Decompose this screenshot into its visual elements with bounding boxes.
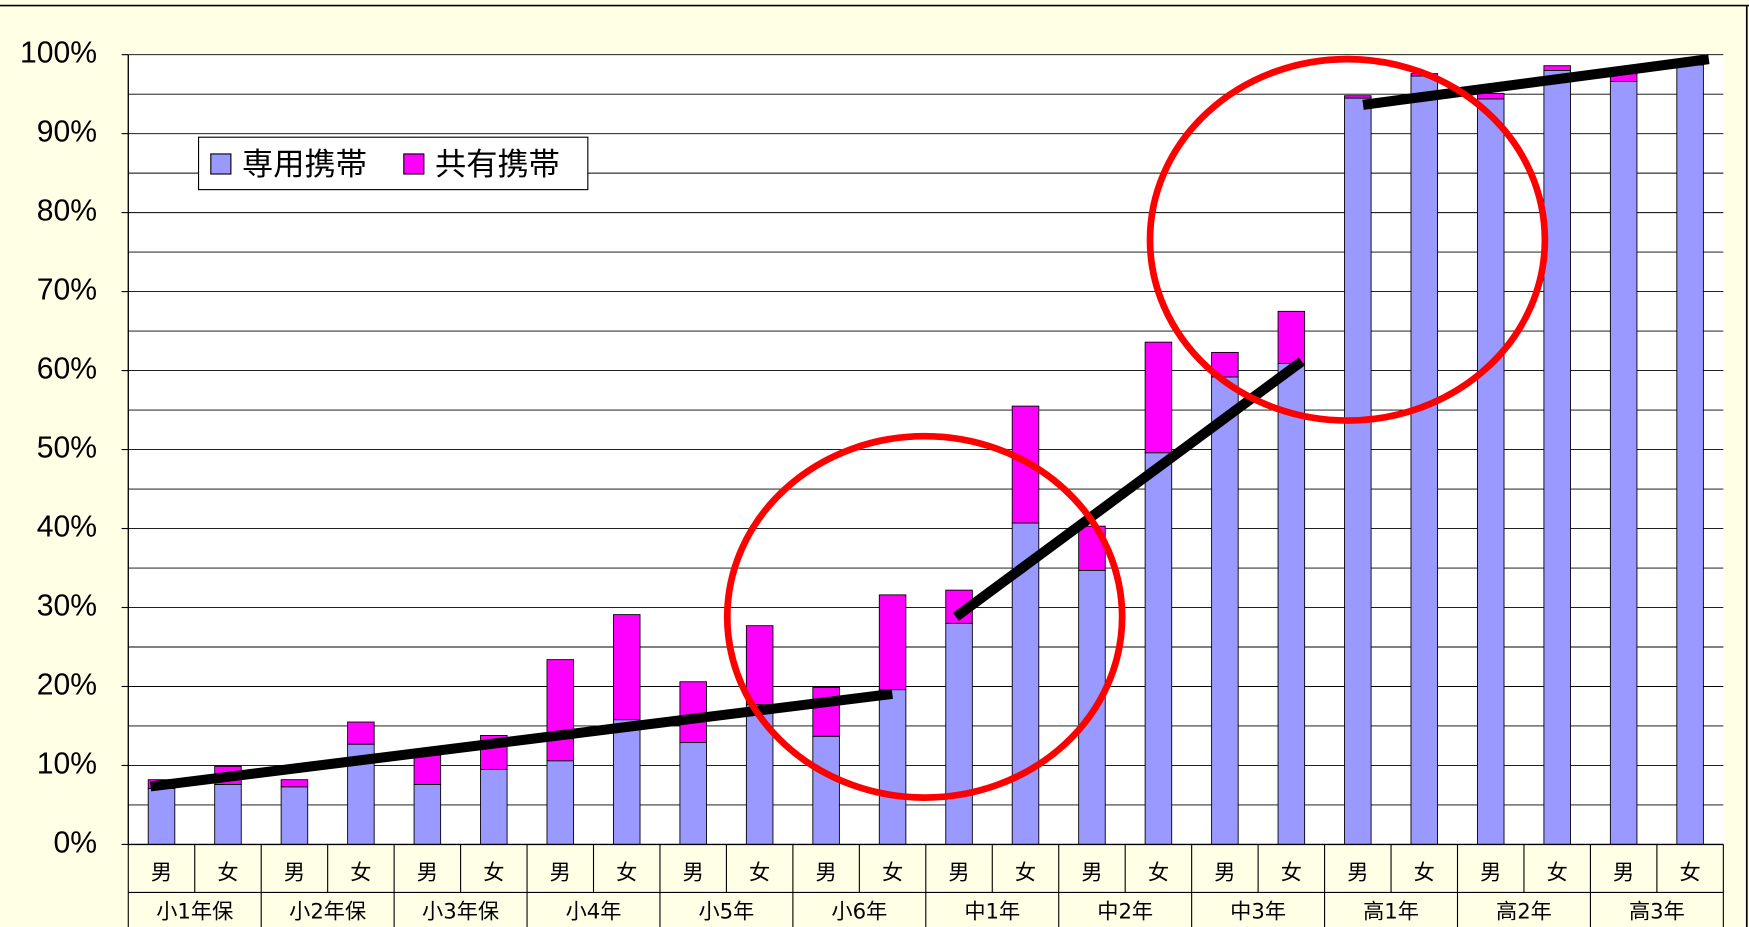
bar-segment [413,783,442,845]
x-tick-label: 女 [882,859,903,884]
bar-segment [546,760,575,845]
trend-line [952,357,1305,621]
x-tick-label: 男 [417,859,438,884]
y-tick-label: 80% [37,195,97,228]
legend-swatch [403,153,425,175]
x-group-label: 小2年保 [289,898,366,923]
y-tick-label: 30% [37,589,97,622]
x-group-label: 中3年 [1230,898,1286,923]
bar-segment [1277,363,1306,845]
x-tick-label: 女 [616,859,637,884]
bar-segment [878,689,907,845]
x-tick-label: 男 [1480,859,1501,884]
bar-segment [945,622,973,845]
x-tick-label: 女 [217,859,238,884]
bar-segment [1144,341,1173,454]
x-group-label: 小6年 [831,898,887,923]
x-tick-label: 男 [1613,859,1634,884]
y-tick-label: 90% [37,116,97,149]
bar-segment [812,686,840,737]
y-tick-label: 40% [37,510,97,543]
bar-segment [413,754,442,785]
bar-segment [546,659,575,762]
bar-segment [1277,310,1306,364]
bar-segment [679,742,707,845]
bar-segment [1344,95,1372,99]
bar-segment [1211,376,1239,845]
highlight-circle [1146,55,1549,424]
bar-segment [1476,98,1505,845]
x-tick-label: 女 [1414,859,1435,884]
annotations [149,54,1710,801]
y-tick-label: 10% [37,747,97,780]
bar-segment [745,625,774,706]
y-tick-label: 60% [37,353,97,386]
x-tick-label: 女 [350,859,371,884]
bar-segment [347,721,375,745]
legend: 専用携帯 共有携帯 [197,136,589,191]
bar-segment [679,681,707,744]
bar-segment [214,783,242,845]
bar-segment [1344,97,1372,845]
x-tick-label: 男 [1081,859,1102,884]
bar-segment [1609,81,1638,845]
y-tick-label: 70% [37,274,97,307]
x-tick-label: 女 [483,859,504,884]
x-tick-label: 男 [151,859,172,884]
x-tick-label: 女 [749,859,770,884]
y-tick-label: 20% [37,668,97,701]
x-tick-label: 男 [683,859,704,884]
legend-swatch [210,153,232,175]
x-group-label: 中1年 [964,898,1020,923]
bar-segment [1676,64,1704,845]
x-tick-label: 男 [1347,859,1368,884]
x-tick-label: 男 [284,859,305,884]
x-tick-label: 女 [1680,859,1701,884]
bar-segment [1211,351,1239,378]
x-tick-label: 女 [1547,859,1568,884]
bar-segment [147,787,176,845]
y-tick-label: 100% [20,37,97,70]
bar-segment [878,594,907,691]
x-tick-label: 男 [550,859,571,884]
trend-line [1362,54,1710,110]
legend-box [197,136,589,191]
bar-segment [1144,452,1173,845]
trend-line [149,688,893,792]
x-group-label: 小5年 [698,898,754,923]
x-tick-label: 男 [1214,859,1235,884]
x-group-label: 小3年保 [422,898,499,923]
bar-segment [280,786,309,845]
x-group-label: 高1年 [1363,898,1419,923]
y-tick-label: 0% [54,826,98,859]
x-group-label: 高2年 [1496,898,1552,923]
x-group-label: 小1年保 [156,898,233,923]
bar-segment [280,779,309,788]
x-tick-label: 女 [1015,859,1036,884]
x-tick-label: 女 [1281,859,1302,884]
bar-segment [480,768,508,845]
bar-segment [612,614,641,721]
legend-label: 専用携帯 [242,147,367,183]
x-group-label: 小4年 [566,898,622,923]
legend-label: 共有携帯 [435,147,560,183]
x-tick-label: 女 [1148,859,1169,884]
bar-segment [612,719,641,845]
bar-segment [1476,92,1505,100]
highlight-circle [723,432,1126,801]
bar-segment [1543,65,1571,71]
bar-segment [1543,70,1571,845]
x-group-label: 中2年 [1097,898,1153,923]
x-group-label: 高3年 [1629,898,1685,923]
y-tick-label: 50% [37,432,97,465]
x-tick-label: 男 [816,859,837,884]
bar-segment [812,735,840,845]
bar-segment [1410,75,1439,845]
x-tick-label: 男 [948,859,969,884]
